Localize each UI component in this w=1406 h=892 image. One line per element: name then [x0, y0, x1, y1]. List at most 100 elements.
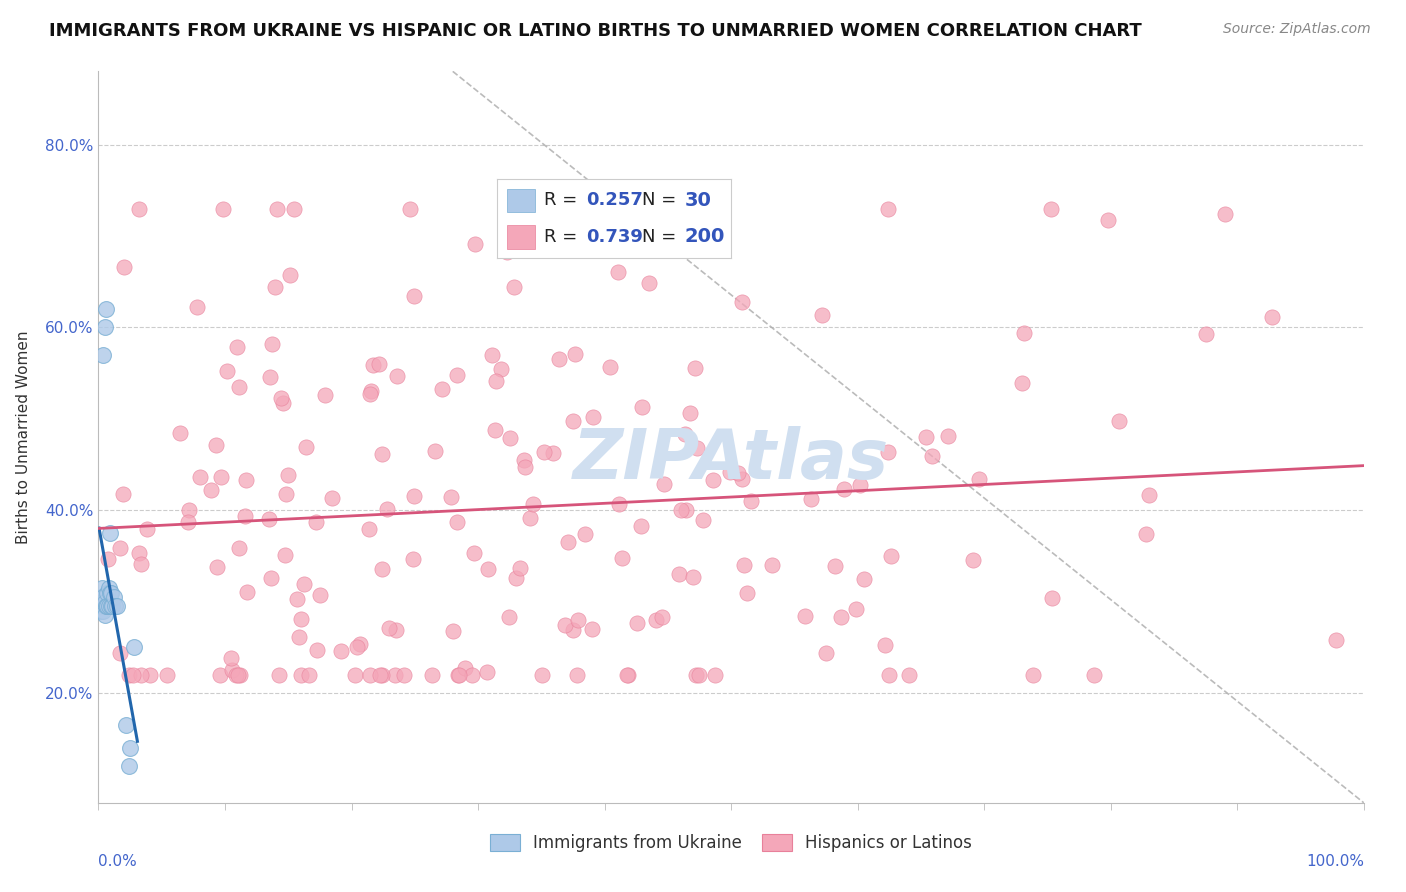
Text: 0.0%: 0.0%: [98, 854, 138, 869]
Point: [277, 468, 299, 483]
Point: [100, 585, 122, 599]
Point: [101, 599, 124, 614]
Point: [720, 465, 742, 479]
Point: [794, 608, 817, 623]
Point: [93, 608, 117, 623]
Point: [830, 610, 852, 624]
Point: [200, 483, 222, 498]
Point: [703, 667, 725, 681]
Point: [548, 351, 571, 366]
Point: [876, 202, 898, 216]
Point: [668, 567, 690, 582]
Point: [298, 667, 321, 681]
Point: [89, 599, 111, 614]
Text: 100.0%: 100.0%: [1306, 854, 1364, 869]
Point: [91, 581, 114, 595]
Point: [359, 667, 381, 681]
Point: [565, 667, 588, 681]
Point: [879, 549, 901, 563]
Point: [394, 667, 416, 681]
Point: [519, 510, 541, 524]
Point: [186, 301, 208, 315]
Point: [177, 502, 200, 516]
Point: [616, 667, 638, 681]
Point: [682, 570, 704, 584]
Text: R =: R =: [544, 192, 583, 210]
Point: [962, 553, 984, 567]
Point: [359, 387, 381, 401]
Point: [93, 348, 115, 362]
Point: [290, 612, 312, 626]
Point: [609, 497, 631, 511]
Point: [209, 470, 232, 484]
Point: [360, 384, 382, 399]
Point: [108, 541, 131, 555]
Point: [607, 265, 630, 279]
Point: [475, 665, 498, 679]
Point: [97, 581, 120, 595]
Text: R =: R =: [544, 227, 583, 246]
Text: ZIPAtlas: ZIPAtlas: [574, 425, 889, 492]
Text: Source: ZipAtlas.com: Source: ZipAtlas.com: [1223, 22, 1371, 37]
Point: [104, 599, 127, 614]
Point: [557, 535, 579, 549]
Point: [278, 268, 301, 283]
Point: [122, 640, 145, 655]
Point: [321, 491, 343, 505]
Point: [368, 667, 391, 681]
Point: [295, 440, 318, 454]
Point: [98, 585, 121, 599]
Point: [599, 359, 621, 374]
Bar: [506, 188, 534, 212]
Point: [484, 424, 506, 438]
Point: [481, 348, 503, 362]
Point: [371, 447, 394, 461]
Point: [96, 599, 118, 614]
Point: [260, 571, 283, 585]
Point: [737, 586, 759, 600]
Point: [685, 441, 707, 455]
Point: [112, 487, 135, 501]
Text: N =: N =: [643, 192, 682, 210]
Point: [402, 289, 425, 303]
Point: [91, 599, 114, 614]
Point: [112, 260, 135, 274]
Point: [357, 522, 380, 536]
Point: [97, 599, 120, 614]
Point: [266, 202, 288, 216]
Point: [93, 590, 115, 604]
Point: [561, 623, 583, 637]
Point: [1137, 488, 1160, 502]
Point: [269, 667, 291, 681]
Point: [177, 516, 200, 530]
Point: [574, 527, 596, 541]
Point: [898, 667, 921, 681]
Point: [349, 637, 371, 651]
Point: [1195, 326, 1218, 341]
Point: [637, 277, 659, 291]
Bar: [506, 225, 534, 249]
Point: [378, 621, 401, 635]
Point: [502, 280, 524, 294]
Point: [692, 513, 714, 527]
Point: [879, 667, 901, 681]
Point: [461, 667, 484, 681]
Point: [156, 667, 179, 681]
Point: [530, 667, 553, 681]
Point: [654, 477, 676, 491]
Point: [139, 667, 162, 681]
Point: [824, 558, 846, 573]
Point: [367, 358, 389, 372]
Point: [188, 470, 211, 484]
Point: [402, 489, 425, 503]
Point: [94, 302, 117, 317]
Point: [845, 602, 868, 616]
Point: [631, 400, 654, 414]
Point: [1021, 667, 1043, 681]
Point: [447, 667, 470, 681]
Point: [464, 236, 486, 251]
Point: [832, 482, 855, 496]
Point: [1135, 527, 1157, 541]
Point: [731, 472, 754, 486]
Point: [685, 667, 707, 681]
